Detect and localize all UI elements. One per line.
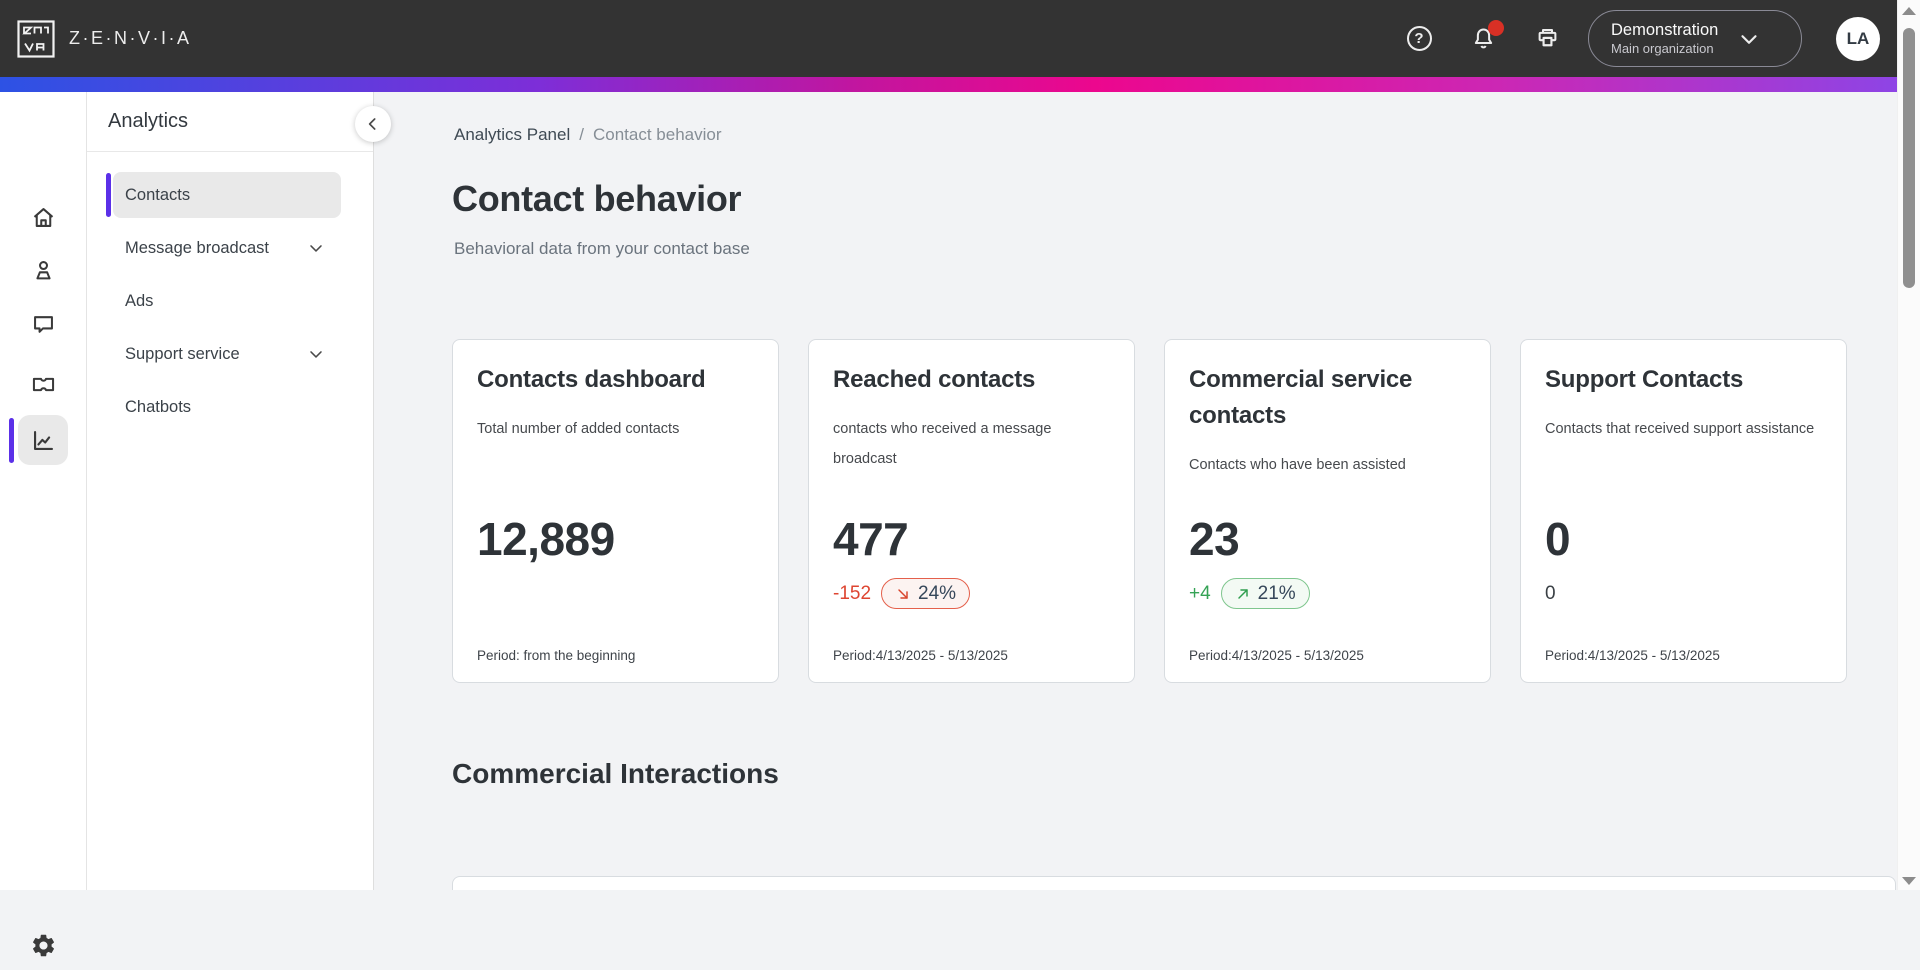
analytics-sidebar: Analytics Contacts Message broadcast Ads… bbox=[87, 92, 391, 890]
scrollbar-thumb[interactable] bbox=[1903, 28, 1915, 288]
arrow-up-right-icon bbox=[1235, 586, 1251, 602]
card-reached-contacts: Reached contacts contacts who received a… bbox=[808, 339, 1135, 683]
card-value: 23 bbox=[1189, 513, 1240, 565]
sidebar-item-label: Chatbots bbox=[125, 397, 192, 416]
rail-item-contacts[interactable] bbox=[0, 245, 86, 295]
organization-name: Demonstration bbox=[1611, 21, 1719, 40]
rail-item-conversations[interactable] bbox=[0, 299, 86, 349]
commercial-interactions-card bbox=[452, 876, 1896, 890]
organization-switcher[interactable]: Demonstration Main organization bbox=[1588, 10, 1802, 67]
card-title: Reached contacts bbox=[833, 366, 1036, 393]
sidebar-item-label: Ads bbox=[125, 291, 154, 310]
card-value: 0 bbox=[1545, 513, 1571, 565]
card-description: Contacts who have been assisted bbox=[1189, 457, 1406, 473]
card-value: 477 bbox=[833, 513, 909, 565]
delta-value: -152 bbox=[833, 582, 872, 604]
card-period: Period:4/13/2025 - 5/13/2025 bbox=[1545, 648, 1720, 663]
card-contacts-dashboard: Contacts dashboard Total number of added… bbox=[452, 339, 779, 683]
zenvia-brand: Z·E·N·V·I·A bbox=[16, 19, 191, 59]
delta-value: +4 bbox=[1189, 582, 1211, 604]
page-scrollbar[interactable] bbox=[1897, 0, 1920, 890]
sidebar-item-contacts[interactable]: Contacts bbox=[106, 172, 341, 218]
topbar-actions: ? Demonstration bbox=[1370, 10, 1880, 67]
card-period: Period:4/13/2025 - 5/13/2025 bbox=[1189, 648, 1364, 663]
sidebar-collapse-button[interactable] bbox=[355, 106, 391, 142]
scrollbar-up-icon[interactable] bbox=[1902, 7, 1916, 15]
breadcrumb-current: Contact behavior bbox=[592, 125, 722, 144]
trend-badge: 24% bbox=[881, 578, 971, 609]
chevron-down-icon bbox=[306, 344, 326, 364]
notification-dot bbox=[1488, 19, 1504, 36]
chevron-down-icon bbox=[306, 238, 326, 258]
summary-cards-row: Contacts dashboard Total number of added… bbox=[452, 339, 1847, 683]
sidebar-header: Analytics bbox=[87, 92, 373, 152]
badge-percent: 24% bbox=[918, 582, 957, 604]
notifications-button[interactable] bbox=[1468, 19, 1504, 54]
breadcrumb-separator: / bbox=[579, 125, 584, 144]
card-delta-row: 0 bbox=[1545, 578, 1556, 609]
sidebar-item-chatbots[interactable]: Chatbots bbox=[113, 384, 341, 430]
sidebar-item-ads[interactable]: Ads bbox=[113, 278, 341, 324]
topbar: Z·E·N·V·I·A ? bbox=[0, 0, 1920, 77]
ticket-icon bbox=[30, 371, 57, 398]
help-icon: ? bbox=[1406, 26, 1432, 51]
rail-item-settings[interactable] bbox=[0, 920, 86, 970]
icon-rail bbox=[0, 92, 87, 956]
card-delta-row: -152 24% bbox=[833, 578, 971, 609]
breadcrumb: Analytics Panel / Contact behavior bbox=[454, 125, 722, 145]
chat-bubble-icon bbox=[30, 311, 57, 338]
printer-icon bbox=[1534, 25, 1561, 52]
sidebar-item-message-broadcast[interactable]: Message broadcast bbox=[113, 225, 341, 271]
card-description: Contacts that received support assistanc… bbox=[1545, 421, 1815, 437]
zenvia-logo-icon bbox=[16, 19, 56, 59]
rail-item-home[interactable] bbox=[0, 192, 86, 242]
breadcrumb-analytics-panel[interactable]: Analytics Panel bbox=[454, 125, 571, 144]
card-description: Total number of added contacts bbox=[477, 421, 680, 437]
card-value: 12,889 bbox=[477, 513, 615, 565]
gear-icon bbox=[30, 932, 57, 959]
user-avatar[interactable]: LA bbox=[1836, 16, 1880, 61]
person-icon bbox=[30, 257, 57, 284]
page-title: Contact behavior bbox=[452, 178, 742, 219]
bell-icon bbox=[1470, 25, 1497, 52]
sidebar-item-label: Message broadcast bbox=[125, 238, 269, 257]
card-period: Period:4/13/2025 - 5/13/2025 bbox=[833, 648, 1008, 663]
card-period: Period: from the beginning bbox=[477, 648, 636, 663]
card-title: Contacts dashboard bbox=[477, 366, 706, 393]
analytics-chart-icon bbox=[30, 427, 57, 454]
sidebar-menu: Contacts Message broadcast Ads Support s… bbox=[87, 152, 373, 430]
card-title: Support Contacts bbox=[1545, 366, 1744, 393]
sidebar-title: Analytics bbox=[108, 110, 189, 132]
trend-badge: 21% bbox=[1220, 578, 1310, 609]
scrollbar-down-icon[interactable] bbox=[1902, 877, 1916, 885]
organization-description: Main organization bbox=[1611, 40, 1714, 56]
print-button[interactable] bbox=[1532, 24, 1562, 54]
section-title-commercial-interactions: Commercial Interactions bbox=[452, 758, 779, 789]
chevron-left-icon bbox=[363, 114, 383, 134]
main-content: Analytics Panel / Contact behavior Conta… bbox=[374, 92, 1897, 890]
badge-percent: 21% bbox=[1257, 582, 1296, 604]
page-subtitle: Behavioral data from your contact base bbox=[454, 239, 750, 258]
rail-item-sales[interactable] bbox=[0, 359, 86, 409]
card-delta-row: +4 21% bbox=[1189, 578, 1310, 609]
card-commercial-service-contacts: Commercial service contacts Contacts who… bbox=[1164, 339, 1491, 683]
sidebar-item-label: Contacts bbox=[125, 185, 191, 204]
active-item-indicator bbox=[106, 173, 111, 217]
card-title: Commercial service contacts bbox=[1189, 366, 1413, 429]
rail-active-indicator bbox=[9, 418, 14, 463]
sidebar-item-label: Support service bbox=[125, 344, 240, 363]
help-button[interactable]: ? bbox=[1404, 24, 1434, 54]
card-description: contacts who received a message broadcas… bbox=[833, 421, 1052, 467]
rail-item-analytics[interactable] bbox=[0, 415, 86, 465]
brand-wordmark: Z·E·N·V·I·A bbox=[69, 28, 192, 48]
sidebar-item-support-service[interactable]: Support service bbox=[113, 331, 341, 377]
home-icon bbox=[30, 204, 57, 231]
card-support-contacts: Support Contacts Contacts that received … bbox=[1520, 339, 1847, 683]
delta-value: 0 bbox=[1545, 582, 1556, 604]
arrow-down-right-icon bbox=[895, 586, 911, 602]
chevron-down-icon bbox=[1736, 26, 1762, 52]
brand-gradient-bar bbox=[0, 77, 1920, 92]
